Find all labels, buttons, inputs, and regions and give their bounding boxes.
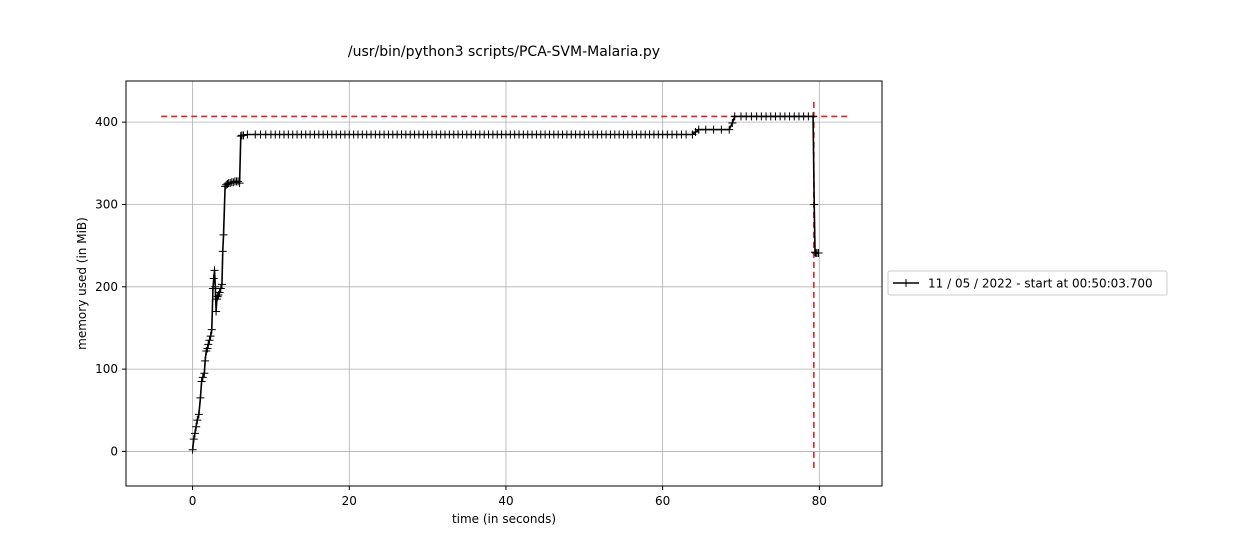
data-point-marker <box>216 284 225 293</box>
data-point-marker <box>201 356 210 365</box>
data-point-marker <box>207 325 216 334</box>
data-point-marker <box>206 332 215 341</box>
y-tick-label: 0 <box>110 444 118 458</box>
data-point-marker <box>725 125 734 134</box>
data-point-marker <box>188 445 197 454</box>
data-point-marker <box>235 179 244 188</box>
data-point-marker <box>197 377 206 386</box>
data-point-marker <box>814 249 823 258</box>
data-point-marker <box>196 393 205 402</box>
x-axis-label: time (in seconds) <box>452 512 556 526</box>
data-point-marker <box>212 307 221 316</box>
legend: 11 / 05 / 2022 - start at 00:50:03.700 <box>887 270 1168 296</box>
data-point-marker <box>809 112 818 121</box>
plot-area-frame <box>125 80 883 487</box>
data-point-marker <box>215 288 224 297</box>
legend-marker-plus <box>902 279 910 287</box>
data-point-marker <box>205 336 214 345</box>
data-point-marker <box>728 118 737 127</box>
data-point-marker <box>219 230 228 239</box>
x-axis-ticks: 0 20 40 60 80 <box>189 486 827 508</box>
data-point-marker <box>811 248 820 257</box>
x-tick-label: 20 <box>342 494 357 508</box>
x-tick-label: 80 <box>812 494 827 508</box>
legend-box <box>887 270 1168 296</box>
data-point-marker <box>198 373 207 382</box>
x-tick-label: 40 <box>498 494 513 508</box>
data-point-marker <box>213 292 222 301</box>
data-point-marker <box>203 344 212 353</box>
data-point-marker <box>701 125 710 134</box>
data-point-marker <box>210 266 219 275</box>
series-layer <box>188 112 823 454</box>
data-point-marker <box>211 282 220 291</box>
data-point-marker <box>217 280 226 289</box>
y-axis-label: memory used (in MiB) <box>75 217 89 350</box>
data-point-marker <box>204 340 213 349</box>
y-tick-label: 400 <box>95 115 118 129</box>
data-point-marker <box>709 125 718 134</box>
data-point-marker <box>193 416 202 425</box>
data-point-marker <box>239 131 248 140</box>
y-axis-ticks: 0 100 200 300 400 <box>95 115 126 458</box>
data-point-marker <box>717 125 726 134</box>
data-point-marker <box>192 422 201 431</box>
x-tick-label: 0 <box>189 494 197 508</box>
grid-lines <box>126 81 882 486</box>
data-point-marker <box>694 125 703 134</box>
data-point-marker <box>200 369 209 378</box>
data-point-marker <box>190 429 199 438</box>
legend-entry-label: 11 / 05 / 2022 - start at 00:50:03.700 <box>928 277 1153 291</box>
y-tick-label: 100 <box>95 362 118 376</box>
data-point-marker <box>218 247 227 256</box>
data-point-marker <box>209 274 218 283</box>
data-point-marker <box>234 177 243 186</box>
y-tick-label: 300 <box>95 197 118 211</box>
chart-title: /usr/bin/python3 scripts/PCA-SVM-Malaria… <box>348 44 660 60</box>
data-point-marker <box>810 200 819 209</box>
data-point-marker <box>194 410 203 419</box>
y-tick-label: 200 <box>95 280 118 294</box>
x-tick-label: 60 <box>655 494 670 508</box>
data-point-marker <box>243 130 252 139</box>
data-point-marker <box>189 435 198 444</box>
